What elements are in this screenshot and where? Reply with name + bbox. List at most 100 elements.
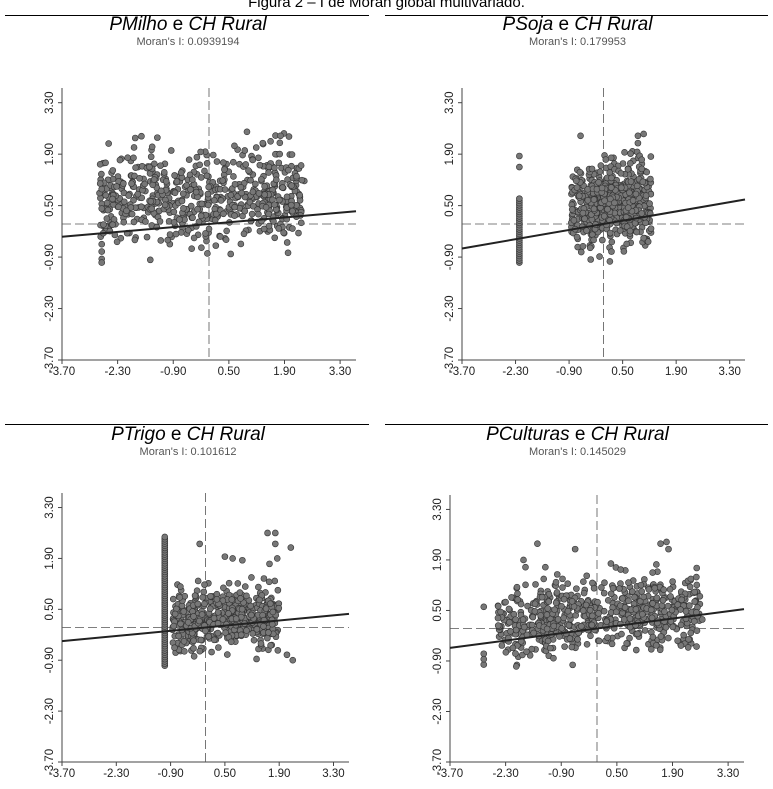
data-point [241, 583, 249, 590]
scatter-plot: -3.70 -2.30 -0.90 0.50 1.90 3.30 -3.70 -2.30 -0.… [444, 88, 746, 378]
data-point [274, 586, 282, 594]
data-point [656, 646, 664, 654]
data-point [502, 649, 510, 656]
data-point [267, 137, 274, 145]
data-point [98, 185, 106, 193]
data-point [580, 578, 587, 585]
data-point [506, 618, 513, 626]
data-point [686, 602, 693, 609]
data-point [204, 190, 212, 198]
data-point [621, 604, 629, 611]
data-point [604, 634, 611, 641]
data-point [587, 256, 595, 263]
data-point [528, 645, 536, 653]
x-tick-label: -3.70 [49, 768, 75, 780]
data-point [667, 593, 674, 600]
data-point [176, 216, 183, 223]
panel-title: PSoja e CH Rural [385, 14, 770, 36]
data-point [589, 231, 596, 238]
data-point [171, 610, 179, 618]
regression-line [461, 198, 746, 250]
data-point [147, 153, 155, 161]
data-point [669, 623, 677, 631]
data-point [505, 605, 513, 613]
y-tick-label: -3.70 [44, 347, 56, 373]
data-point [561, 643, 568, 650]
data-point [524, 602, 531, 610]
data-point [698, 616, 706, 623]
data-point [647, 645, 655, 653]
data-point [687, 629, 695, 637]
data-point [568, 206, 576, 213]
data-point [690, 617, 698, 625]
data-point [237, 240, 245, 248]
data-point [696, 592, 704, 600]
data-point [603, 618, 610, 625]
scatter-plot: -3.70 -2.30 -0.90 0.50 1.90 3.30 -3.70 -2.30 -0.… [44, 493, 350, 780]
data-point [565, 621, 573, 629]
data-point [554, 615, 562, 623]
data-point [289, 656, 297, 664]
data-point [637, 597, 644, 605]
data-point [677, 621, 685, 629]
morans-i-label: Moran's I: 0.179953 [529, 36, 626, 48]
data-point [649, 633, 657, 641]
data-point [187, 202, 195, 210]
data-point [271, 201, 278, 209]
data-point [243, 627, 250, 634]
data-point [551, 606, 558, 613]
data-point [197, 636, 205, 644]
data-point [693, 643, 700, 650]
data-point [234, 580, 242, 587]
data-point [647, 153, 655, 160]
data-point [576, 192, 583, 200]
data-point [128, 210, 136, 218]
regression-line [61, 210, 357, 238]
data-point [276, 139, 284, 147]
data-point [215, 644, 222, 651]
data-point [626, 189, 633, 196]
data-point [642, 192, 650, 199]
x-tick-label: -3.70 [49, 366, 75, 378]
data-point [531, 600, 539, 608]
data-point [642, 219, 649, 227]
data-point [583, 227, 590, 234]
data-point [612, 608, 620, 616]
data-point [227, 191, 235, 199]
data-point [157, 162, 164, 169]
data-point [171, 172, 178, 179]
data-point [196, 161, 204, 169]
data-point [664, 602, 672, 610]
data-point [154, 134, 161, 141]
data-point [227, 250, 235, 258]
data-point [640, 593, 647, 601]
data-point [193, 153, 201, 161]
data-point [280, 229, 287, 236]
data-point [250, 636, 258, 644]
data-point [265, 169, 272, 176]
data-point [586, 244, 594, 252]
data-point [208, 648, 215, 656]
data-point [274, 647, 282, 654]
data-point [665, 545, 672, 553]
data-point [659, 596, 667, 604]
data-point [130, 154, 137, 162]
regression-line [449, 608, 745, 649]
x-tick-label: -0.90 [157, 768, 183, 780]
data-point [265, 210, 272, 218]
data-point [264, 634, 271, 642]
data-point [647, 175, 654, 183]
panel-title-part: e [569, 424, 591, 445]
data-point [98, 205, 106, 212]
data-point [568, 643, 576, 651]
data-point [517, 600, 525, 608]
data-point [600, 607, 608, 615]
data-point [647, 225, 655, 232]
data-point [252, 144, 260, 151]
data-point [200, 588, 208, 596]
data-point [134, 190, 142, 198]
data-point [588, 165, 596, 173]
y-tick-label: -2.30 [44, 698, 56, 724]
data-point [608, 248, 615, 255]
data-point [221, 186, 229, 193]
